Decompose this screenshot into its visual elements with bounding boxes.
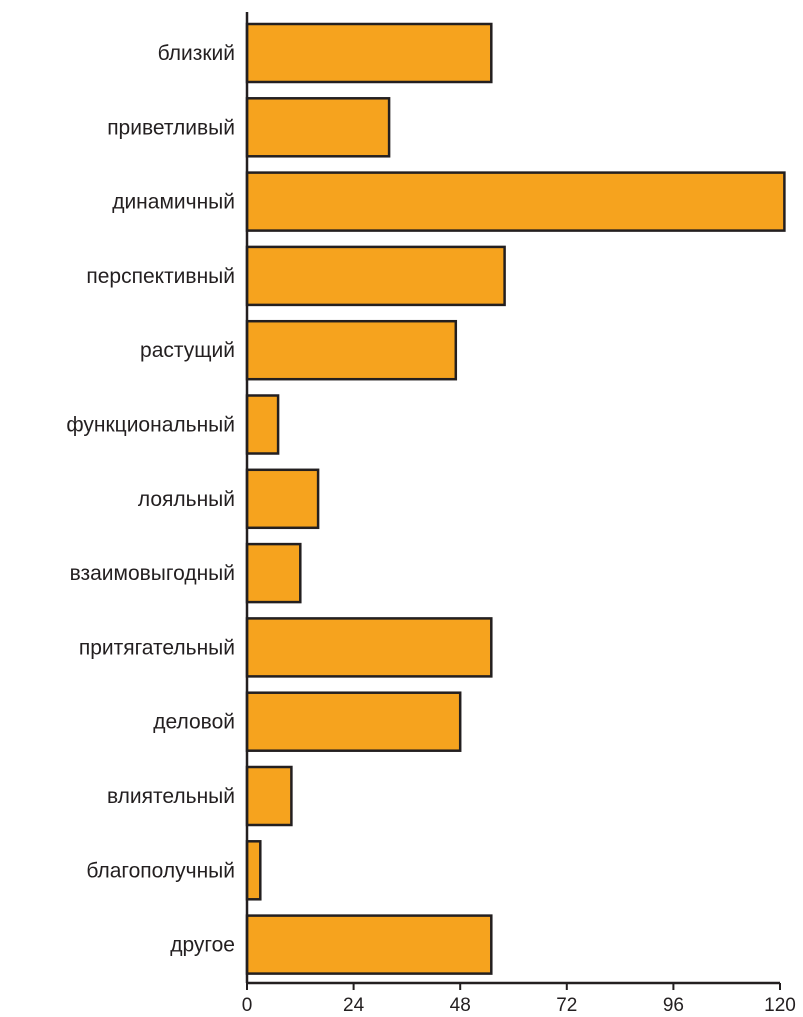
category-label: влиятельный (107, 785, 235, 808)
category-label: другое (170, 934, 235, 957)
bar (245, 542, 302, 604)
category-label: динамичный (112, 191, 235, 214)
bar (245, 617, 493, 678)
bar (245, 394, 280, 455)
bar (245, 765, 293, 827)
bar (245, 171, 786, 232)
category-label: перспективный (86, 265, 235, 288)
bar (245, 319, 458, 381)
bar (245, 22, 493, 84)
category-label: приветливый (107, 116, 235, 139)
category-label: притягательный (79, 636, 235, 659)
bar (245, 914, 493, 975)
category-label: взаимовыгодный (70, 562, 235, 585)
bar (245, 691, 462, 752)
x-tick-label: 72 (556, 995, 577, 1016)
category-label: растущий (140, 339, 235, 362)
x-tick-label: 48 (450, 995, 471, 1016)
bar (245, 468, 320, 530)
bars-layer (245, 22, 786, 975)
x-tick-label: 120 (764, 995, 796, 1016)
x-tick-label: 24 (343, 995, 365, 1016)
category-labels: близкий приветливый динамичный перспективны… (66, 42, 235, 957)
axes: 0 24 48 72 96 120 (242, 12, 796, 1016)
x-tick-label: 0 (242, 995, 253, 1016)
bar (245, 840, 262, 901)
category-label: благополучный (86, 859, 235, 882)
category-label: деловой (153, 711, 235, 734)
category-label: лояльный (138, 488, 235, 511)
bar (245, 97, 391, 158)
category-label: близкий (158, 42, 235, 65)
bar (245, 245, 506, 307)
x-tick-label: 96 (663, 995, 684, 1016)
category-label: функциональный (66, 414, 235, 437)
